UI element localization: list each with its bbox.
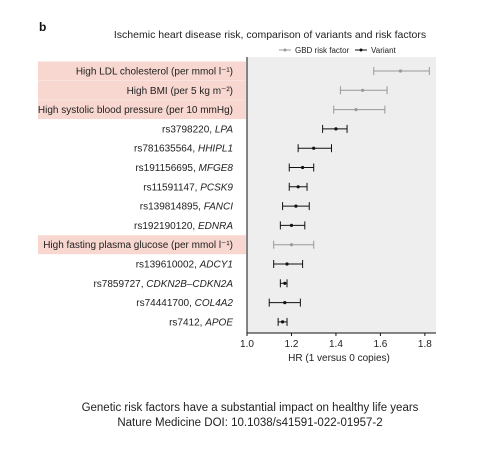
hr-point-6 [296, 185, 300, 189]
legend-gbd-label: GBD risk factor [295, 46, 350, 55]
row-label-9: High fasting plasma glucose (per mmol l⁻… [43, 240, 233, 251]
hr-point-5 [300, 165, 305, 170]
row-label-4: rs781635564, HHIPL1 [134, 144, 233, 155]
legend-variant-marker [359, 48, 363, 52]
row-label-7: rs139814895, FANCI [140, 202, 233, 213]
highlight-band-1 [38, 80, 246, 100]
gene-name-12: COL4A2 [195, 298, 234, 309]
hr-point-11 [283, 281, 287, 285]
row-label-0: High LDL cholesterol (per mmol l⁻¹) [76, 67, 233, 78]
x-tick-label-1: 1.2 [285, 339, 299, 350]
hr-point-2 [354, 108, 358, 112]
highlight-band-2 [38, 100, 246, 120]
row-label-3: rs3798220, LPA [162, 124, 233, 135]
legend-variant-label: Variant [371, 46, 397, 55]
risk-factor-highlights [38, 61, 246, 255]
row-label-2: High systolic blood pressure (per 10 mmH… [38, 105, 233, 116]
gene-name-4: HHIPL1 [198, 144, 233, 155]
hr-point-10 [285, 262, 289, 266]
hr-point-8 [289, 223, 294, 227]
row-label-6: rs11591147, PCSK9 [143, 182, 233, 193]
x-tick-label-2: 1.4 [329, 339, 343, 350]
row-label-8: rs192190120, EDNRA [134, 221, 233, 232]
hr-point-12 [283, 301, 287, 305]
panel-letter: b [39, 20, 46, 34]
row-label-10: rs139610002, ADCY1 [136, 260, 233, 271]
row-label-11: rs7859727, CDKN2B–CDKN2A [93, 279, 233, 290]
caption-doi: Nature Medicine DOI: 10.1038/s41591-022-… [117, 417, 383, 429]
row-label-13: rs7412, APOE [169, 317, 233, 328]
highlight-band-9 [38, 235, 246, 255]
hr-point-9 [289, 243, 294, 247]
highlight-band-0 [38, 61, 246, 81]
legend-gbd-marker [283, 48, 287, 52]
gene-name-8: EDNRA [198, 221, 233, 232]
gene-name-6: PCSK9 [200, 182, 233, 193]
gene-name-10: ADCY1 [199, 260, 233, 271]
gene-name-11: CDKN2B–CDKN2A [146, 279, 233, 290]
hr-point-0 [398, 69, 403, 73]
row-label-5: rs191156695, MFGE8 [135, 163, 233, 174]
gene-name-13: APOE [204, 317, 233, 328]
x-axis: 1.0 1.2 1.4 1.6 1.8 [240, 57, 436, 350]
hr-point-1 [361, 88, 365, 92]
gene-name-5: MFGE8 [199, 163, 234, 174]
caption-headline: Genetic risk factors have a substantial … [81, 402, 419, 414]
x-tick-label-3: 1.6 [373, 339, 387, 350]
legend: GBD risk factor Variant [279, 46, 397, 55]
plot-background [247, 57, 436, 333]
forest-rows: High LDL cholesterol (per mmol l⁻¹) High … [38, 67, 430, 328]
row-label-1: High BMI (per 5 kg m⁻²) [127, 86, 233, 97]
hr-point-7 [294, 204, 298, 208]
hr-point-4 [312, 146, 316, 150]
row-label-12: rs74441700, COL4A2 [136, 298, 233, 309]
chart-title: Ischemic heart disease risk, comparison … [114, 29, 426, 41]
hr-point-13 [280, 320, 285, 324]
x-tick-label-0: 1.0 [240, 339, 254, 350]
gene-name-3: LPA [215, 124, 233, 135]
x-axis-label: HR (1 versus 0 copies) [288, 353, 390, 364]
x-tick-label-4: 1.8 [418, 339, 432, 350]
gene-name-7: FANCI [204, 202, 233, 213]
hr-point-3 [334, 127, 338, 131]
